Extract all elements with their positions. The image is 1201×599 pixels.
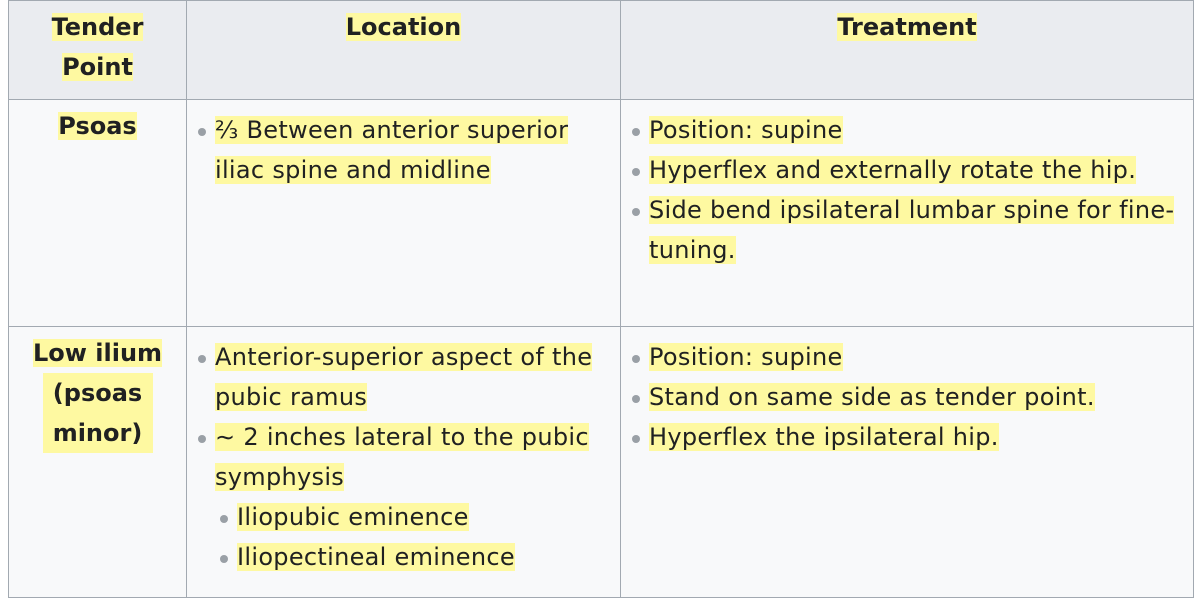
bullet-icon: [632, 168, 640, 176]
bullet-icon: [632, 395, 640, 403]
treatment-cell: Position: supine Stand on same side as t…: [620, 326, 1194, 598]
tender-point-cell: Psoas: [8, 99, 187, 327]
table-row: Low ilium (psoas minor) Anterior-superio…: [8, 326, 1194, 598]
bullet-icon: [632, 355, 640, 363]
treatment-list: Position: supine Stand on same side as t…: [627, 337, 1187, 457]
list-item: Position: supine: [627, 110, 1187, 150]
list-item: Iliopectineal eminence: [215, 537, 614, 577]
list-item-text: Position: supine: [649, 343, 843, 371]
tender-point-name: Low ilium: [32, 339, 163, 367]
header-row: Tender Point Location Treatment: [8, 0, 1194, 100]
header-treatment-label: Treatment: [837, 13, 977, 41]
list-item: Stand on same side as tender point.: [627, 377, 1187, 417]
list-item: Hyperflex and externally rotate the hip.: [627, 150, 1187, 190]
location-list: Anterior-superior aspect of the pubic ra…: [193, 337, 614, 577]
header-tender-point: Tender Point: [8, 0, 187, 100]
list-item-text: Hyperflex and externally rotate the hip.: [649, 156, 1137, 184]
tender-point-subname: (psoas minor): [42, 373, 153, 453]
list-item-text: Hyperflex the ipsilateral hip.: [649, 423, 999, 451]
table-row: Psoas ⅔ Between anterior superior iliac …: [8, 99, 1194, 327]
bullet-icon: [632, 435, 640, 443]
tender-point-cell: Low ilium (psoas minor): [8, 326, 187, 598]
bullet-icon: [632, 208, 640, 216]
list-item: Hyperflex the ipsilateral hip.: [627, 417, 1187, 457]
bullet-icon: [220, 515, 228, 523]
tender-point-name: Psoas: [58, 112, 137, 140]
header-location: Location: [186, 0, 621, 100]
treatment-list: Position: supine Hyperflex and externall…: [627, 110, 1187, 270]
location-cell: ⅔ Between anterior superior iliac spine …: [186, 99, 621, 327]
list-item-text: Iliopubic eminence: [237, 503, 469, 531]
list-item-text: Position: supine: [649, 116, 843, 144]
bullet-icon: [198, 355, 206, 363]
header-treatment: Treatment: [620, 0, 1194, 100]
list-item: Side bend ipsilateral lumbar spine for f…: [627, 190, 1187, 270]
location-sublist: Iliopubic eminence Iliopectineal eminenc…: [215, 497, 614, 577]
location-list: ⅔ Between anterior superior iliac spine …: [193, 110, 614, 190]
list-item-text: Side bend ipsilateral lumbar spine for f…: [649, 196, 1175, 264]
location-cell: Anterior-superior aspect of the pubic ra…: [186, 326, 621, 598]
list-item-text: ⅔ Between anterior superior iliac spine …: [215, 116, 569, 184]
list-item: Iliopubic eminence: [215, 497, 614, 537]
list-item: ∼ 2 inches lateral to the pubic symphysi…: [193, 417, 614, 577]
treatment-cell: Position: supine Hyperflex and externall…: [620, 99, 1194, 327]
list-item-text: Iliopectineal eminence: [237, 543, 515, 571]
bullet-icon: [198, 128, 206, 136]
list-item: Anterior-superior aspect of the pubic ra…: [193, 337, 614, 417]
header-location-label: Location: [345, 13, 462, 41]
list-item: Position: supine: [627, 337, 1187, 377]
bullet-icon: [220, 555, 228, 563]
header-tender-point-label: Tender Point: [51, 13, 144, 81]
bullet-icon: [632, 128, 640, 136]
tender-point-table: Tender Point Location Treatment Psoas ⅔ …: [8, 0, 1194, 598]
list-item-text: Anterior-superior aspect of the pubic ra…: [215, 343, 593, 411]
bullet-icon: [198, 435, 206, 443]
list-item: ⅔ Between anterior superior iliac spine …: [193, 110, 614, 190]
list-item-text: Stand on same side as tender point.: [649, 383, 1095, 411]
list-item-text: ∼ 2 inches lateral to the pubic symphysi…: [215, 423, 589, 491]
